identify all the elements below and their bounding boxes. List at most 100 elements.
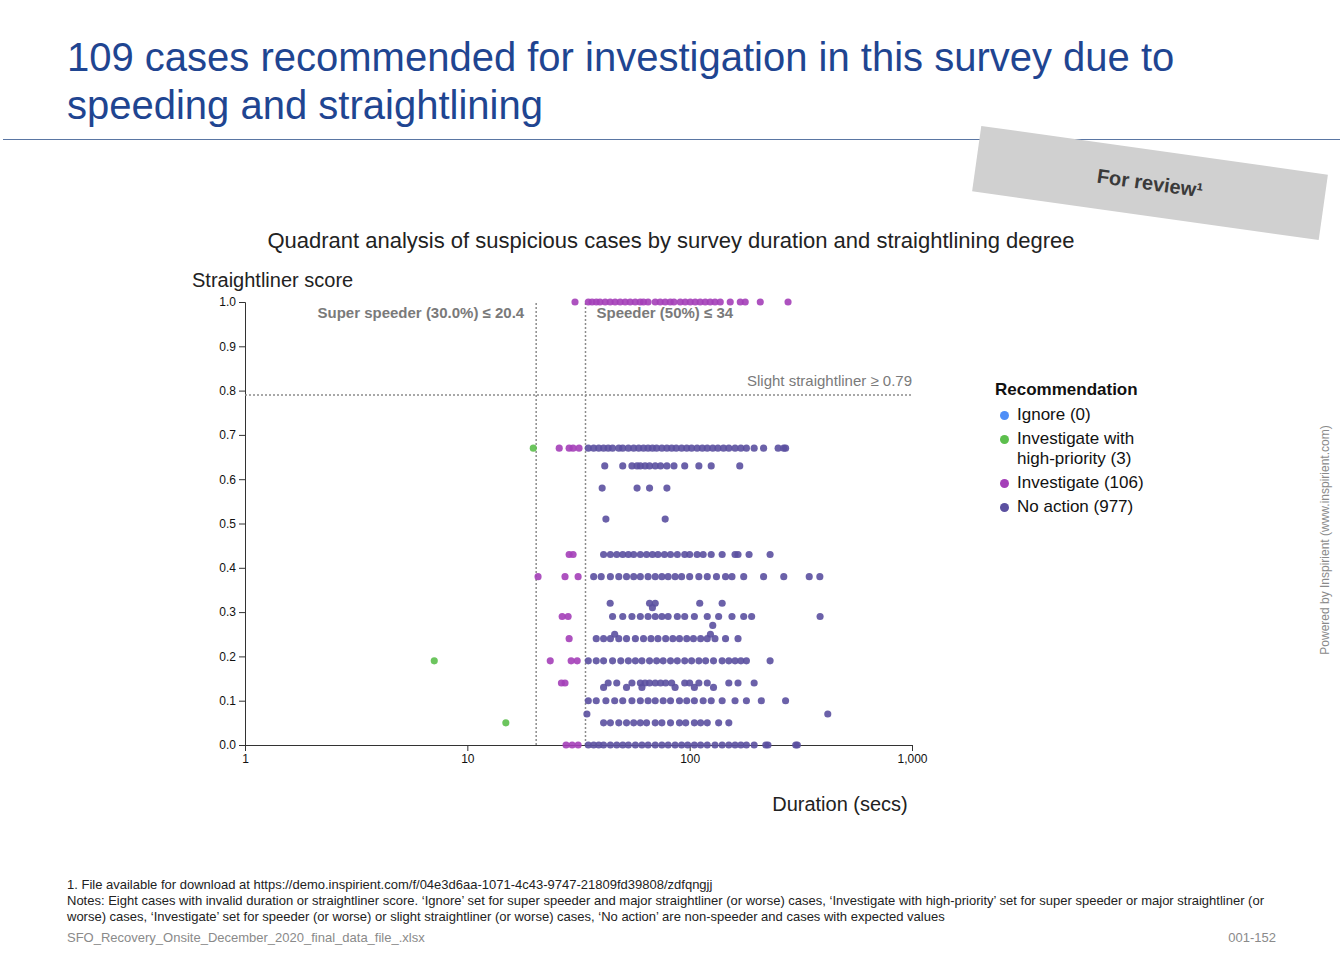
tick: 1.0 (219, 295, 245, 309)
tick: 0.1 (219, 694, 245, 708)
tick-mark (239, 479, 245, 480)
point (674, 657, 681, 664)
point (654, 635, 661, 642)
legend-label: Investigate with high-priority (3) (1017, 429, 1134, 468)
tick-label: 0.1 (219, 694, 236, 708)
y-axis-title: Straightliner score (192, 269, 353, 291)
point (667, 551, 674, 558)
legend-swatch (1000, 411, 1009, 420)
point (697, 635, 704, 642)
point (667, 719, 674, 726)
point (547, 657, 554, 664)
reference-label: Speeder (50%) ≤ 34 (596, 304, 733, 321)
point (600, 719, 607, 726)
point (652, 741, 659, 748)
point (646, 484, 653, 491)
point (652, 697, 659, 704)
point (725, 657, 732, 664)
point (670, 462, 677, 469)
legend: RecommendationIgnore (0)Investigate with… (995, 380, 1155, 521)
point (663, 484, 670, 491)
point (593, 657, 600, 664)
tick-mark (912, 745, 913, 751)
title-rule (3, 139, 1340, 140)
point (681, 613, 688, 620)
point (598, 573, 605, 580)
tick-mark (239, 612, 245, 613)
reference-label: Slight straightliner ≥ 0.79 (747, 372, 912, 389)
point (638, 684, 645, 691)
point (652, 573, 659, 580)
point (645, 573, 652, 580)
point (767, 657, 774, 664)
tick-mark (239, 745, 245, 746)
point (764, 741, 771, 748)
point (691, 613, 698, 620)
tick-label: 0.3 (219, 605, 236, 619)
tick: 0.5 (219, 517, 245, 531)
point (623, 684, 630, 691)
tick-mark (239, 568, 245, 569)
point (602, 516, 609, 523)
point (660, 697, 667, 704)
point (607, 635, 614, 642)
point (715, 613, 722, 620)
point (674, 551, 681, 558)
point (571, 298, 578, 305)
file-name: SFO_Recovery_Onsite_December_2020_final_… (67, 930, 425, 945)
point (649, 604, 656, 611)
point (652, 719, 659, 726)
legend-label: Ignore (0) (1017, 405, 1091, 424)
point (704, 635, 711, 642)
tick: 0.6 (219, 473, 245, 487)
tick-mark (239, 435, 245, 436)
point (676, 697, 683, 704)
point (607, 741, 614, 748)
point (743, 697, 750, 704)
review-stamp: For review¹ (972, 126, 1328, 240)
point (672, 573, 679, 580)
point (686, 573, 693, 580)
tick: 10 (461, 745, 475, 766)
point (601, 462, 608, 469)
point (794, 741, 801, 748)
tick-label: 0.0 (219, 738, 236, 752)
point (607, 551, 614, 558)
point (683, 635, 690, 642)
point (607, 719, 614, 726)
point (719, 600, 726, 607)
legend-item: No action (977) (995, 497, 1155, 517)
legend-swatch (1000, 503, 1009, 512)
point (731, 697, 738, 704)
point (704, 719, 711, 726)
tick-mark (239, 524, 245, 525)
point (751, 445, 758, 452)
point (734, 679, 741, 686)
point (628, 697, 635, 704)
point (653, 657, 660, 664)
point (681, 462, 688, 469)
tick-mark (467, 745, 468, 751)
point (575, 445, 582, 452)
tick-label: 0.6 (219, 473, 236, 487)
x-axis: 1101001,000 (242, 745, 928, 766)
tick-label: 100 (680, 752, 700, 766)
point (719, 551, 726, 558)
point (780, 573, 787, 580)
point (623, 719, 630, 726)
point (676, 719, 683, 726)
point (717, 298, 724, 305)
point (658, 719, 665, 726)
point (697, 719, 704, 726)
point (806, 573, 813, 580)
series (431, 445, 537, 727)
point (502, 719, 509, 726)
point (743, 657, 750, 664)
point (599, 484, 606, 491)
point (632, 657, 639, 664)
tick: 0.9 (219, 340, 245, 354)
point (575, 741, 582, 748)
point (700, 697, 707, 704)
point (678, 573, 685, 580)
tick-label: 0.7 (219, 428, 236, 442)
